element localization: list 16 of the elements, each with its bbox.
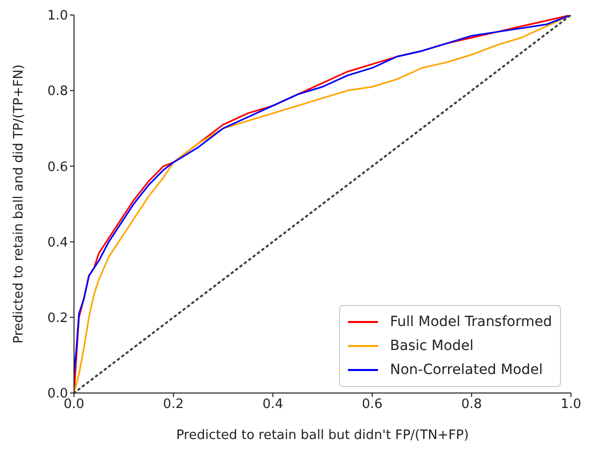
y-tick-label: 0.6 (47, 160, 68, 175)
x-tick-label: 0.0 (64, 397, 84, 412)
y-tick-label: 0.4 (47, 235, 68, 250)
x-tick-label: 0.8 (461, 397, 482, 412)
x-tick-label: 1.0 (560, 397, 582, 412)
x-axis-title: Predicted to retain ball but didn't FP/(TN+FP) (176, 428, 469, 443)
legend-label: Non-Correlated Model (390, 361, 543, 380)
x-tick-label: 0.4 (262, 397, 284, 412)
x-tick-label: 0.2 (163, 397, 184, 412)
x-tick-label: 0.6 (362, 397, 383, 412)
y-tick-label: 0.2 (47, 311, 68, 326)
legend-label: Basic Model (390, 337, 474, 356)
y-axis-title: Predicted to retain ball and did TP/(TP+FN) (12, 64, 27, 344)
legend-label: Full Model Transformed (390, 313, 552, 332)
y-tick-label: 0.8 (47, 84, 68, 100)
y-tick-label: 1.0 (47, 8, 68, 24)
